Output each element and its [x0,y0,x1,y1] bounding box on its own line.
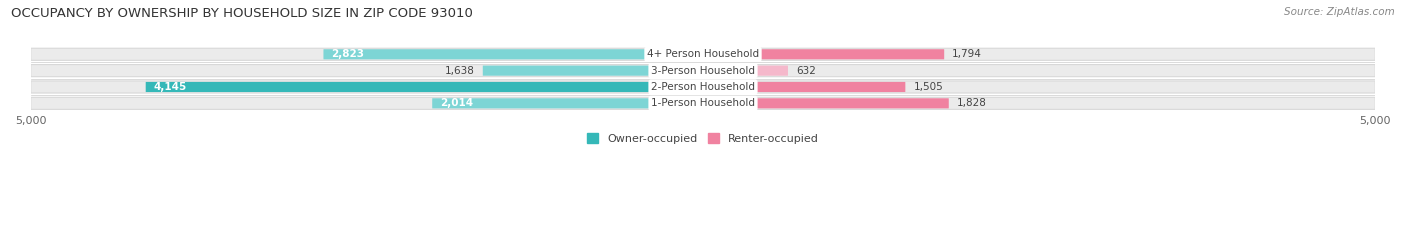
Text: 1,828: 1,828 [957,98,987,108]
Text: 2,014: 2,014 [440,98,474,108]
FancyBboxPatch shape [323,49,703,59]
FancyBboxPatch shape [482,65,703,76]
FancyBboxPatch shape [146,82,703,92]
FancyBboxPatch shape [31,81,1375,93]
FancyBboxPatch shape [31,97,1375,109]
Text: 4+ Person Household: 4+ Person Household [647,49,759,59]
Text: OCCUPANCY BY OWNERSHIP BY HOUSEHOLD SIZE IN ZIP CODE 93010: OCCUPANCY BY OWNERSHIP BY HOUSEHOLD SIZE… [11,7,474,20]
Text: 4,145: 4,145 [153,82,187,92]
FancyBboxPatch shape [703,49,945,59]
Text: 2-Person Household: 2-Person Household [651,82,755,92]
Legend: Owner-occupied, Renter-occupied: Owner-occupied, Renter-occupied [582,129,824,148]
FancyBboxPatch shape [703,82,905,92]
FancyBboxPatch shape [432,98,703,108]
FancyBboxPatch shape [31,48,1375,60]
Text: 632: 632 [796,66,815,76]
Text: 1-Person Household: 1-Person Household [651,98,755,108]
Text: 3-Person Household: 3-Person Household [651,66,755,76]
Text: Source: ZipAtlas.com: Source: ZipAtlas.com [1284,7,1395,17]
Text: 1,638: 1,638 [444,66,475,76]
FancyBboxPatch shape [703,98,949,108]
Text: 1,505: 1,505 [914,82,943,92]
Text: 1,794: 1,794 [952,49,983,59]
FancyBboxPatch shape [703,65,787,76]
Text: 2,823: 2,823 [332,49,364,59]
FancyBboxPatch shape [31,65,1375,77]
